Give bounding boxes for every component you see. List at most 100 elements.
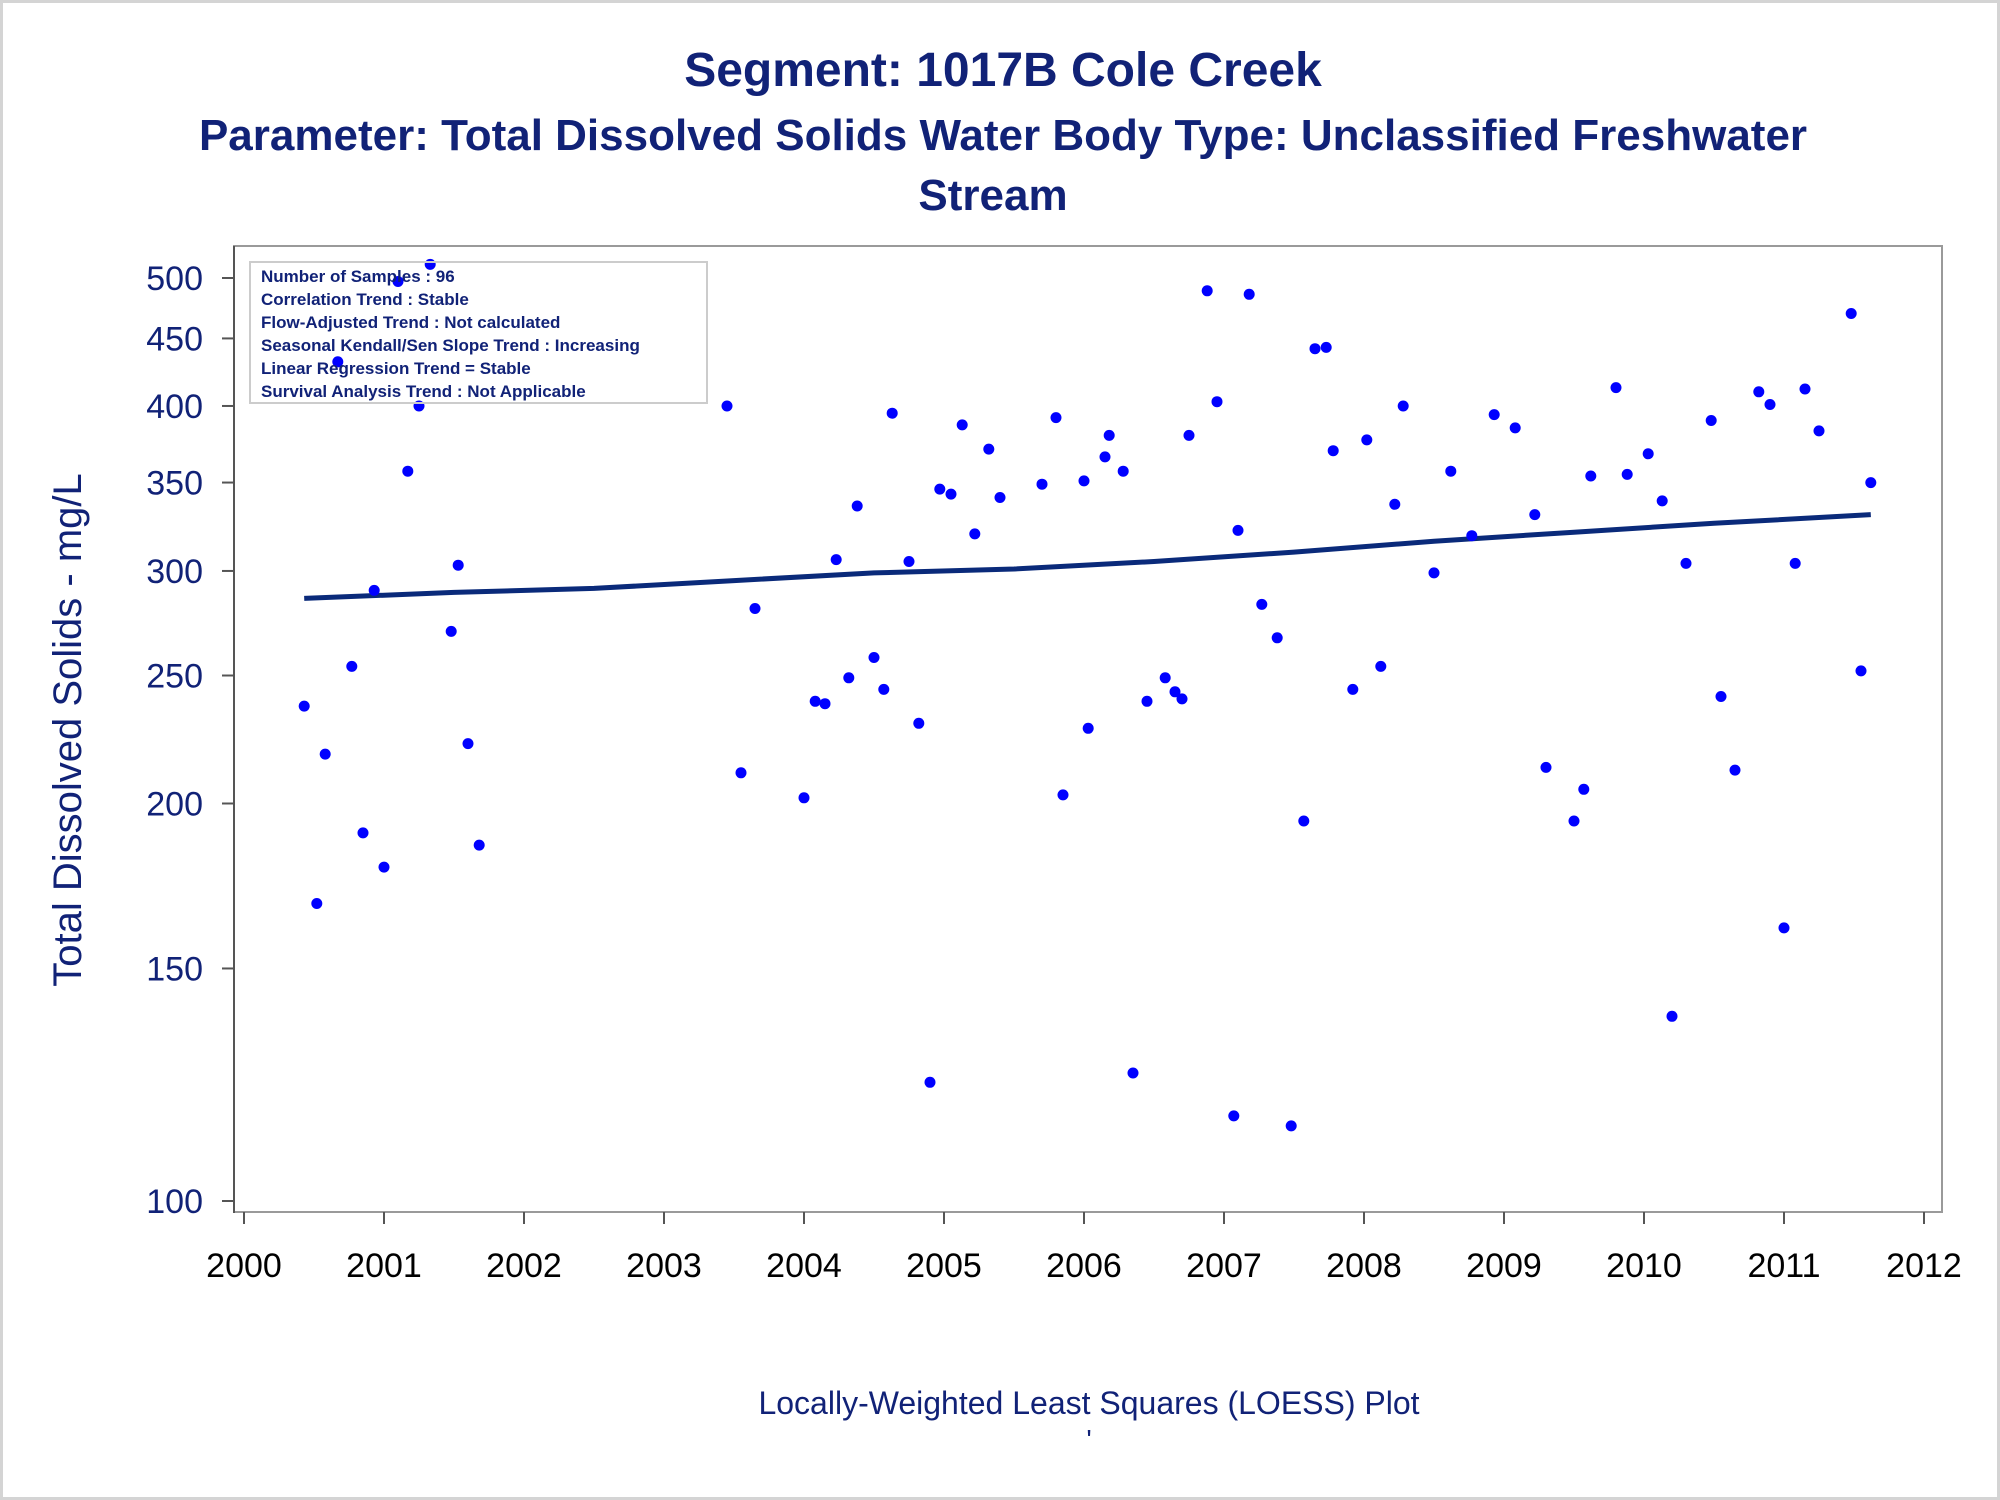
data-point bbox=[332, 356, 344, 368]
data-point bbox=[1764, 399, 1776, 410]
x-tick-label: 2000 bbox=[206, 1247, 282, 1285]
y-tick-label: 200 bbox=[146, 785, 203, 823]
data-point bbox=[1642, 448, 1654, 460]
x-tick-label: 2001 bbox=[346, 1247, 422, 1285]
data-point bbox=[445, 625, 457, 637]
y-tick-label: 250 bbox=[146, 658, 203, 696]
x-tick-label: 2002 bbox=[486, 1247, 562, 1285]
data-point bbox=[1397, 400, 1409, 412]
data-point bbox=[1298, 815, 1310, 827]
y-tick-label: 150 bbox=[146, 950, 203, 988]
tds-scatter-chart: Segment: 1017B Cole Creek Parameter: Tot… bbox=[46, 44, 1962, 1455]
data-point bbox=[721, 400, 733, 412]
x-tick-label: 2010 bbox=[1606, 1247, 1682, 1285]
data-point bbox=[392, 276, 404, 287]
data-point bbox=[1705, 415, 1717, 426]
data-point bbox=[956, 419, 968, 431]
data-point bbox=[1271, 632, 1283, 644]
data-point bbox=[1680, 557, 1692, 569]
data-point bbox=[843, 672, 855, 684]
data-point bbox=[1228, 1110, 1240, 1122]
x-tick-label: 2003 bbox=[626, 1247, 702, 1285]
data-point bbox=[298, 700, 310, 712]
data-point bbox=[830, 554, 842, 566]
data-point bbox=[868, 652, 880, 663]
data-point bbox=[798, 792, 810, 804]
y-tick-label: 100 bbox=[146, 1183, 203, 1221]
data-points bbox=[298, 258, 1877, 1132]
data-point bbox=[1466, 530, 1478, 542]
data-point bbox=[1127, 1067, 1139, 1079]
data-point bbox=[886, 407, 898, 419]
data-point bbox=[402, 465, 414, 477]
data-point bbox=[983, 443, 995, 455]
data-point bbox=[1159, 672, 1171, 684]
data-point bbox=[346, 660, 358, 672]
data-point bbox=[1057, 789, 1069, 801]
x-axis: 2000 2001 2002 2003 2004 2005 2006 2007 2008 2009… bbox=[206, 1212, 1962, 1285]
trend-layer bbox=[304, 512, 1871, 601]
data-point bbox=[1753, 386, 1765, 398]
data-point bbox=[1845, 308, 1857, 319]
data-point bbox=[311, 898, 323, 909]
data-point bbox=[913, 717, 925, 729]
footnote-mark: ' bbox=[1086, 1424, 1091, 1455]
data-point bbox=[1428, 567, 1440, 579]
data-point bbox=[1729, 764, 1741, 776]
data-point bbox=[1117, 465, 1129, 477]
data-point bbox=[1789, 557, 1801, 569]
data-point bbox=[945, 488, 957, 500]
y-tick-label: 300 bbox=[146, 553, 203, 591]
data-point bbox=[1347, 683, 1359, 695]
data-point bbox=[1610, 382, 1622, 394]
data-point bbox=[357, 827, 369, 839]
data-point bbox=[1078, 475, 1090, 487]
x-tick-label: 2009 bbox=[1466, 1247, 1542, 1285]
data-point bbox=[1036, 478, 1048, 490]
data-point bbox=[1666, 1010, 1678, 1022]
data-point bbox=[1243, 288, 1255, 300]
x-tick-label: 2005 bbox=[906, 1247, 982, 1285]
y-tick-label: 350 bbox=[146, 465, 203, 503]
y-axis-label: Total Dissolved Solids - mg/L bbox=[46, 473, 90, 987]
chart-subtitle-line1: Parameter: Total Dissolved Solids Water … bbox=[199, 111, 1807, 160]
x-tick-label: 2004 bbox=[766, 1247, 842, 1285]
data-point bbox=[1285, 1120, 1297, 1132]
x-tick-label: 2011 bbox=[1747, 1247, 1820, 1285]
data-point bbox=[462, 738, 474, 750]
chart-subtitle-line2: Stream bbox=[918, 171, 1067, 220]
stats-line-samples: Number of Samples : 96 bbox=[261, 267, 455, 286]
data-point bbox=[1176, 693, 1188, 705]
data-point bbox=[819, 698, 831, 710]
data-point bbox=[1327, 445, 1339, 457]
data-point bbox=[1855, 665, 1867, 677]
data-point bbox=[1183, 429, 1195, 441]
data-point bbox=[1389, 498, 1401, 510]
data-point bbox=[1103, 429, 1115, 441]
data-point bbox=[1621, 468, 1633, 480]
data-point bbox=[994, 492, 1006, 503]
data-point bbox=[903, 556, 915, 567]
data-point bbox=[1540, 761, 1552, 773]
loess-trend-line bbox=[304, 512, 1871, 601]
y-tick-label: 400 bbox=[146, 388, 203, 426]
data-point bbox=[1201, 285, 1213, 297]
data-point bbox=[1578, 783, 1590, 795]
data-point bbox=[1568, 815, 1580, 827]
data-point bbox=[1050, 412, 1062, 424]
data-point bbox=[473, 839, 485, 851]
data-point bbox=[1778, 922, 1790, 934]
data-point bbox=[878, 683, 890, 695]
stats-line-survival: Survival Analysis Trend : Not Applicable bbox=[261, 382, 586, 401]
data-point bbox=[1361, 434, 1373, 446]
data-point bbox=[1141, 695, 1153, 707]
data-point bbox=[1256, 598, 1268, 610]
data-point bbox=[1585, 470, 1597, 482]
x-tick-label: 2006 bbox=[1046, 1247, 1122, 1285]
data-point bbox=[1488, 409, 1500, 421]
data-point bbox=[969, 528, 981, 540]
data-point bbox=[1169, 686, 1181, 698]
data-point bbox=[1865, 477, 1877, 489]
data-point bbox=[1509, 422, 1521, 434]
chart-title: Segment: 1017B Cole Creek bbox=[684, 44, 1322, 97]
